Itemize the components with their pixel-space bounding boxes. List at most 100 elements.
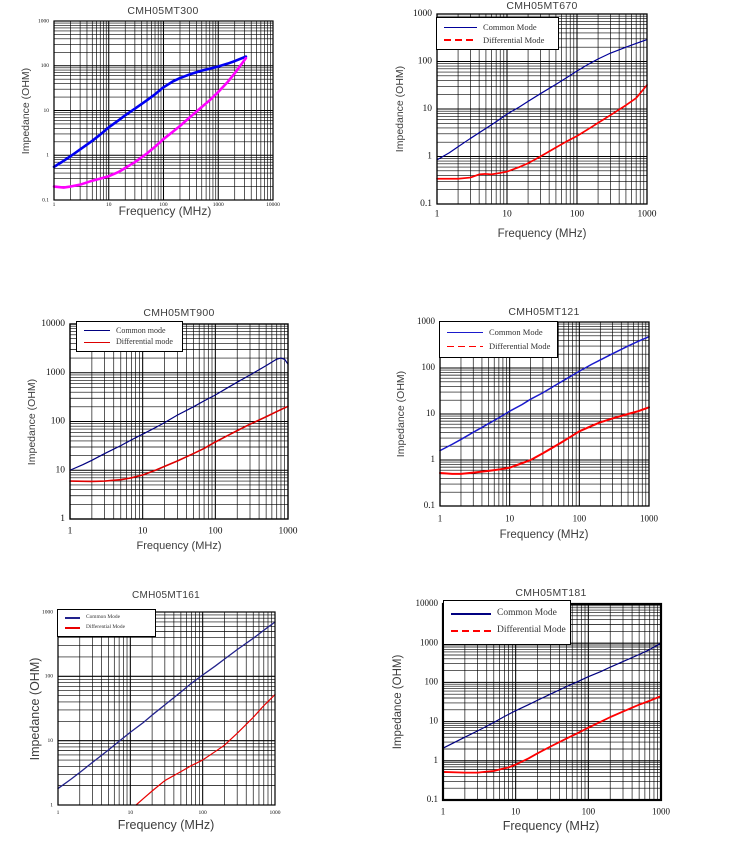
legend-line-common-mode xyxy=(451,613,491,616)
x-tick-label: 10 xyxy=(128,810,134,816)
x-tick-label: 100 xyxy=(582,806,596,816)
x-tick-label: 100 xyxy=(208,527,223,537)
x-tick-label: 1000 xyxy=(652,806,671,816)
y-tick-label: 1 xyxy=(431,454,436,464)
y-tick-label: 100 xyxy=(45,674,54,680)
datasheet-page: { "page": { "background": "#ffffff" }, "… xyxy=(20,0,675,833)
curve-differential-mode xyxy=(436,84,648,180)
curve-differential-mode xyxy=(52,56,248,189)
y-tick-label: 1 xyxy=(427,152,432,162)
y-tick-label: 10 xyxy=(44,108,50,114)
chart-title: CMH05MT900 xyxy=(143,307,215,319)
legend-label-common-mode: Common Mode xyxy=(483,22,537,32)
y-tick-label: 1 xyxy=(46,153,49,159)
legend-label-differential-mode: Differential Mode xyxy=(489,341,551,352)
chart-title: CMH05MT161 xyxy=(131,590,201,601)
y-tick-label: 100 xyxy=(422,362,436,372)
plot-frame xyxy=(57,611,276,806)
x-tick-label: 1 xyxy=(57,810,60,816)
legend-entry-common-mode: Common Mode xyxy=(444,23,554,32)
legend-line-common-mode xyxy=(444,26,477,28)
x-tick-label: 10 xyxy=(505,513,515,523)
legend-entry-common-mode: Common Mode xyxy=(451,609,566,619)
x-axis-label: Frequency (MHz) xyxy=(497,228,587,240)
chart-title: CMH05MT300 xyxy=(127,5,199,17)
legend-entry-differential-mode: Differential Mode xyxy=(447,342,553,351)
legend-box: Common mode Differential mode xyxy=(76,321,183,352)
curve-differential-mode xyxy=(442,695,662,774)
legend-label-common-mode: Common Mode xyxy=(497,608,557,619)
curve-common-mode xyxy=(439,335,650,452)
legend-box: Common Mode Differential Mode xyxy=(443,600,571,645)
curve-differential-mode xyxy=(439,406,650,475)
legend-line-differential-mode xyxy=(451,629,491,632)
x-tick-label: 1000 xyxy=(638,210,657,220)
legend-label-common-mode: Common Mode xyxy=(86,614,120,621)
y-tick-label: 10 xyxy=(423,104,433,114)
y-tick-label: 100 xyxy=(418,57,433,67)
legend-entry-common-mode: Common Mode xyxy=(65,614,151,621)
y-tick-label: 10000 xyxy=(416,598,439,608)
curve-common-mode xyxy=(442,642,662,749)
x-tick-label: 1000 xyxy=(640,513,659,523)
x-tick-label: 10 xyxy=(502,210,512,220)
legend-label-differential-mode: Differential mode xyxy=(116,337,173,347)
x-tick-label: 10 xyxy=(511,806,521,816)
legend-box: Common Mode Differential Mode xyxy=(57,609,156,637)
legend-entry-differential-mode: Differential Mode xyxy=(65,624,151,630)
y-tick-label: 1 xyxy=(50,802,53,808)
x-axis-label: Frequency (MHz) xyxy=(118,204,212,218)
x-tick-label: 10000 xyxy=(266,202,280,208)
curve-differential-mode xyxy=(135,693,276,806)
plot-frame xyxy=(436,13,648,205)
legend-label-differential-mode: Differential Mode xyxy=(483,34,545,45)
legend-label-differential-mode: Differential Mode xyxy=(497,625,566,636)
x-tick-label: 1 xyxy=(68,527,73,537)
x-tick-label: 100 xyxy=(573,513,587,523)
x-tick-label: 1000 xyxy=(279,527,298,537)
y-tick-label: 1000 xyxy=(46,368,65,378)
y-tick-label: 0.1 xyxy=(42,197,49,203)
legend-entry-common-mode: Common mode xyxy=(84,325,178,335)
y-tick-label: 10 xyxy=(429,716,439,726)
legend-line-differential-mode xyxy=(65,627,80,629)
curve-common-mode xyxy=(69,357,289,471)
x-tick-label: 1 xyxy=(441,806,446,816)
x-tick-label: 1 xyxy=(53,202,56,208)
legend-entry-differential-mode: Differential mode xyxy=(84,338,178,346)
y-tick-label: 0.1 xyxy=(420,199,432,209)
legend-entry-differential-mode: Differential Mode xyxy=(444,34,554,45)
legend-line-differential-mode xyxy=(444,39,477,41)
y-tick-label: 1000 xyxy=(420,637,439,647)
legend-line-differential-mode xyxy=(84,341,110,344)
legend-line-differential-mode xyxy=(447,345,483,348)
y-tick-label: 1000 xyxy=(417,316,436,326)
legend-label-common-mode: Common mode xyxy=(116,325,166,335)
chart-cmh05mt161: CMH05MT161 Impedance (OHM) 1 10 100 1000 1 10… xyxy=(6,588,303,861)
y-tick-label: 0.1 xyxy=(427,794,438,804)
curve-common-mode xyxy=(436,38,648,161)
y-tick-label: 0.1 xyxy=(424,500,435,510)
y-tick-label: 10 xyxy=(48,738,54,744)
legend-entry-common-mode: Common Mode xyxy=(447,328,553,337)
curve-common-mode xyxy=(52,55,248,169)
y-tick-label: 1 xyxy=(434,755,439,765)
x-tick-label: 1000 xyxy=(213,202,224,208)
x-axis-label: Frequency (MHz) xyxy=(117,818,215,832)
plot-area: 0.1 1 10 100 1000 1 10 100 1000 10000 xyxy=(38,18,280,208)
x-tick-label: 100 xyxy=(570,210,585,220)
plot-area: 1 10 100 1000 10000 1 10 100 1000 xyxy=(41,319,298,537)
chart-title: CMH05MT181 xyxy=(515,587,587,599)
y-tick-label: 100 xyxy=(425,676,439,686)
x-tick-label: 100 xyxy=(159,202,168,208)
legend-line-common-mode xyxy=(65,617,80,619)
y-tick-label: 1 xyxy=(60,514,65,524)
y-tick-label: 10000 xyxy=(41,319,65,329)
x-tick-label: 1 xyxy=(438,513,443,523)
chart-title: CMH05MT670 xyxy=(506,0,578,12)
chart-title: CMH05MT121 xyxy=(508,306,580,318)
curve-differential-mode xyxy=(69,405,289,483)
chart-cmh05mt670: CMH05MT670 Impedance (OHM) 0.1 1 10 100 1000… xyxy=(385,0,675,260)
y-tick-label: 10 xyxy=(426,408,436,418)
